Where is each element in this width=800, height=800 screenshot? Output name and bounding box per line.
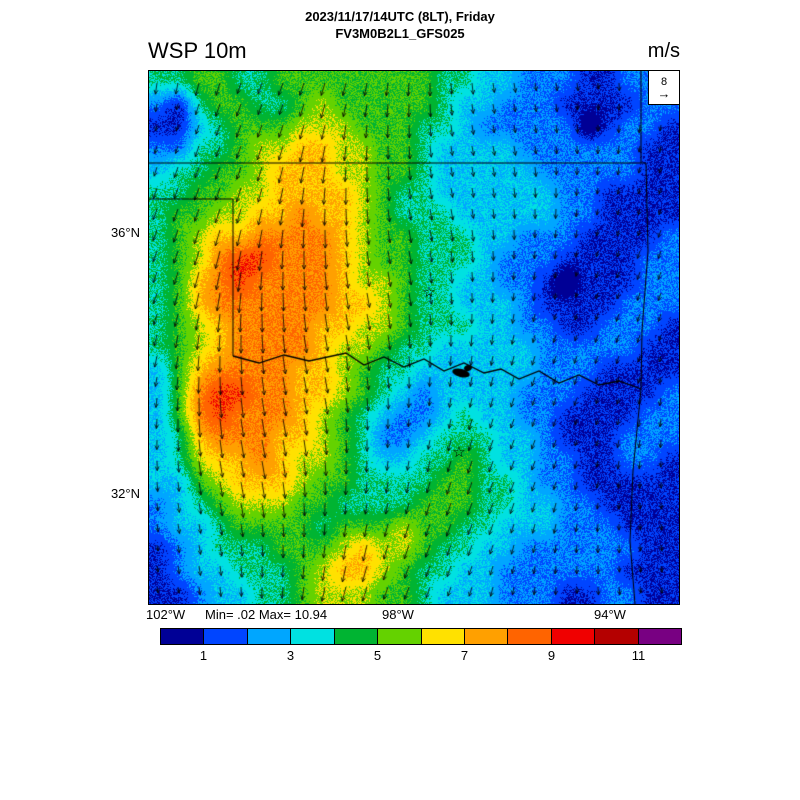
colorbar-segment	[377, 628, 422, 645]
wind-speed-field	[149, 71, 679, 604]
colorbar-segment	[420, 628, 465, 645]
chart-title-model: FV3M0B2L1_GFS025	[335, 26, 465, 41]
colorbar-tick-label: 9	[547, 648, 556, 663]
colorbar-tick-label: 5	[373, 648, 382, 663]
colorbar-segment	[290, 628, 335, 645]
colorbar-tick-label: 3	[286, 648, 295, 663]
colorbar-segment	[594, 628, 639, 645]
colorbar-tick-label: 1	[199, 648, 208, 663]
reference-vector-box: 8 →	[648, 70, 680, 105]
colorbar: 1 3 5 7 9 11	[160, 628, 683, 664]
lon-tick-102w: 102°W	[146, 607, 186, 622]
colorbar-segment	[550, 628, 596, 645]
lat-tick-36n: 36°N	[110, 225, 140, 240]
title-block: 2023/11/17/14UTC (8LT), Friday FV3M0B2L1…	[0, 8, 800, 42]
lon-tick-98w: 98°W	[382, 607, 414, 622]
colorbar-segment	[507, 628, 552, 645]
colorbar-segment	[246, 628, 292, 645]
reference-vector-arrow-icon: →	[657, 85, 671, 101]
colorbar-tick-label: 7	[460, 648, 469, 663]
colorbar-tick-label: 11	[631, 648, 646, 663]
city-star-marker: ☆	[452, 443, 466, 461]
minmax-stats: Min= .02 Max= 10.94	[205, 607, 328, 622]
colorbar-ticks: 1 3 5 7 9 11	[160, 648, 682, 664]
colorbar-segment	[160, 628, 205, 645]
colorbar-segments	[160, 628, 683, 645]
variable-label: WSP 10m	[148, 38, 247, 63]
lon-tick-94w: 94°W	[594, 607, 626, 622]
colorbar-segment	[463, 628, 509, 645]
chart-title-date: 2023/11/17/14UTC (8LT), Friday	[305, 9, 495, 24]
colorbar-segment	[203, 628, 248, 645]
reference-vector-value: 8	[660, 75, 668, 88]
map-area: 8 → ☆ ☆	[148, 70, 680, 605]
units-label: m/s	[647, 40, 680, 62]
city-star-marker: ☆	[422, 283, 436, 301]
colorbar-segment	[637, 628, 683, 645]
colorbar-segment	[333, 628, 379, 645]
lat-tick-32n: 32°N	[110, 486, 140, 501]
